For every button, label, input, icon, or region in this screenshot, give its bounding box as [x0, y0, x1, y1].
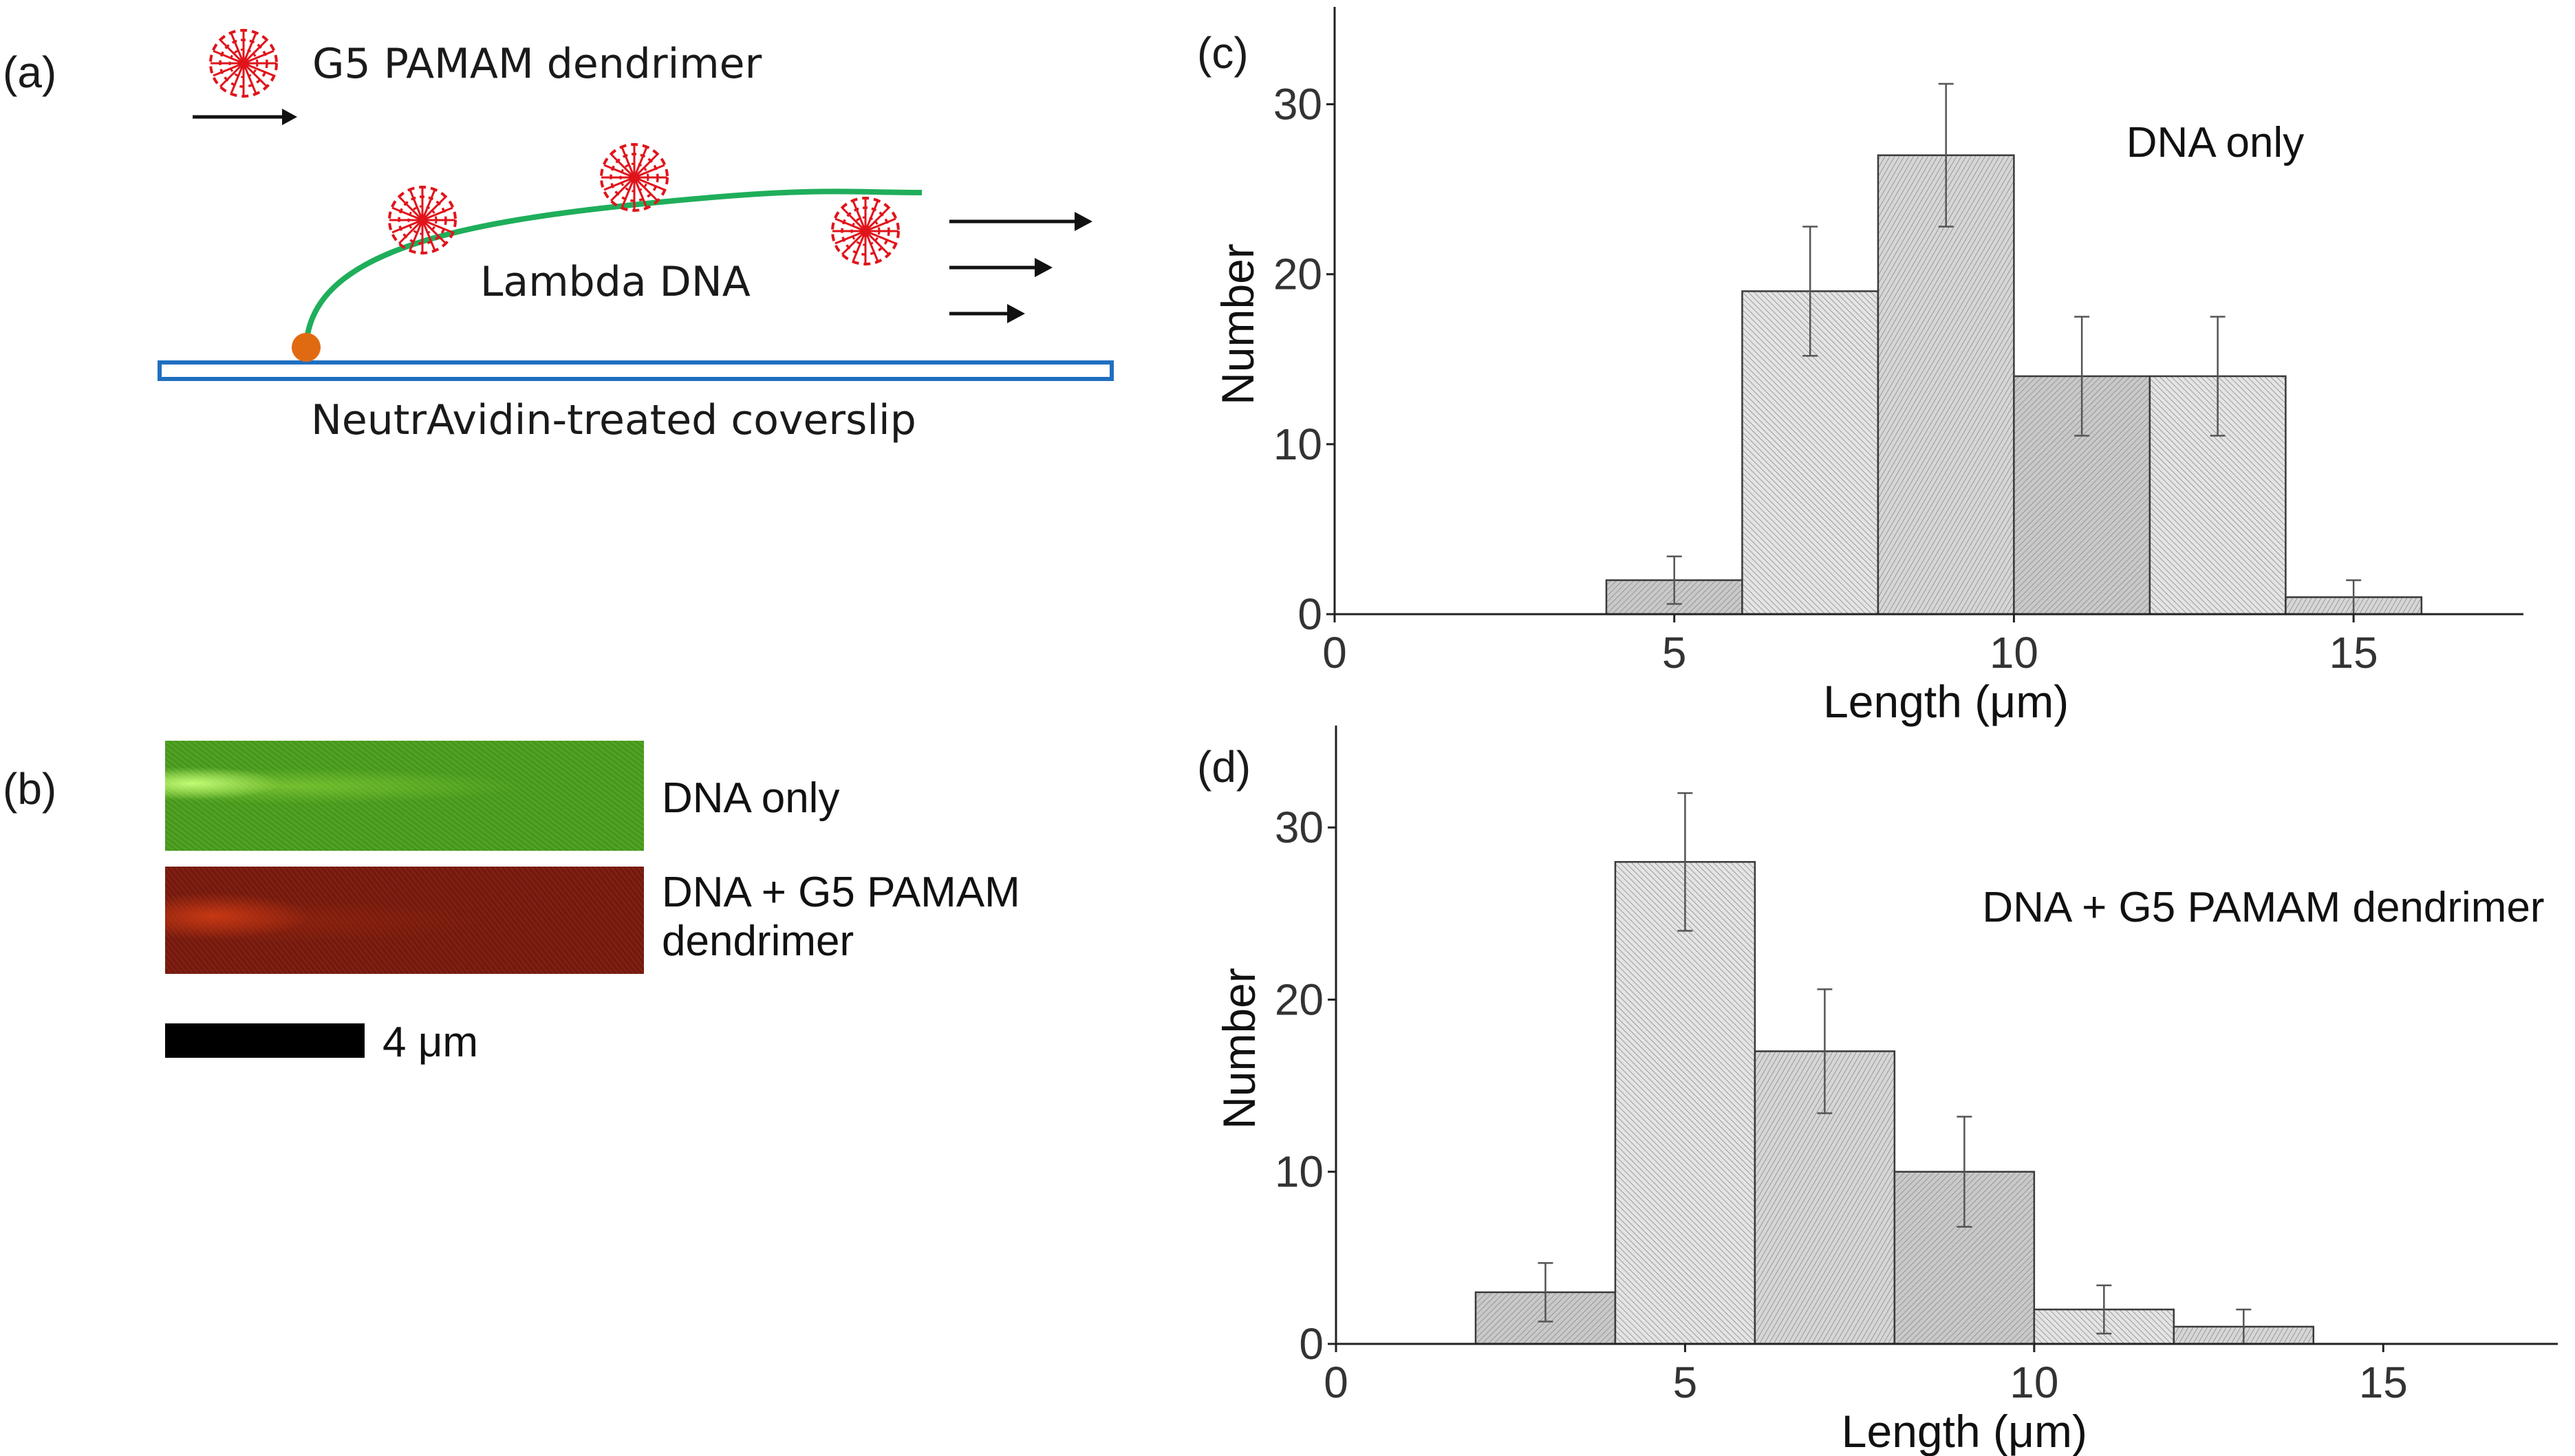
histogram-dna-dendrimer: 0 10 20 30 0 5 10 15 Length (μm) Number DNA + G5 P…: [1214, 726, 2558, 1456]
y-tick-label: 0: [1299, 1319, 1324, 1369]
x-tick-label: 5: [1673, 1358, 1698, 1407]
error-bar: [1666, 555, 1682, 605]
dna-only-image-label: DNA only: [662, 774, 840, 822]
x-tick-label: 10: [1990, 628, 2038, 677]
coverslip-label: NeutrAvidin-treated coverslip: [311, 396, 916, 444]
histogram-dna-only: 0 10 20 30 0 5 10 15 Length (μm) Number DNA only: [1212, 7, 2523, 727]
scale-bar-label: 4 μm: [383, 1019, 479, 1066]
histogram-bar: [1614, 860, 1756, 1345]
error-bar: [1538, 1262, 1553, 1323]
dna-dendrimer-image-label: DNA + G5 PAMAM dendrimer: [662, 869, 1020, 966]
coverslip-surface: [158, 360, 1114, 381]
x-tick-label: 0: [1324, 1358, 1348, 1407]
x-axis-title: Length (μm): [1823, 676, 2069, 727]
y-tick-label: 20: [1273, 250, 1322, 299]
schematic-diagram: [158, 29, 1114, 381]
x-tick-label: 15: [2359, 1358, 2408, 1407]
error-bar: [1817, 988, 1833, 1114]
lambda-dna-label: Lambda DNA: [480, 258, 751, 306]
panel-label-b: (b): [3, 764, 57, 814]
error-bar: [2074, 316, 2090, 437]
error-bar: [2096, 1284, 2112, 1335]
scale-bar: [165, 1023, 365, 1058]
y-tick-label: 10: [1275, 1147, 1324, 1197]
error-bar: [1802, 226, 1818, 357]
x-tick-label: 10: [2010, 1358, 2058, 1407]
y-tick-label: 20: [1275, 975, 1324, 1024]
dendrimer-label: G5 PAMAM dendrimer: [312, 40, 762, 88]
error-bar: [1957, 1116, 1972, 1228]
bound-dendrimer-icon: [600, 143, 669, 212]
panel-label-c: (c): [1197, 28, 1249, 78]
fluorescence-image-dna-only: [165, 741, 644, 851]
chart-annotation: DNA only: [2126, 119, 2304, 166]
x-tick-label: 15: [2329, 628, 2378, 677]
flow-arrow-legend: [193, 109, 297, 125]
y-tick-label: 0: [1297, 589, 1322, 639]
y-tick-label: 30: [1273, 80, 1322, 129]
x-tick-label: 5: [1662, 628, 1687, 677]
y-axis-title: Number: [1212, 243, 1263, 405]
error-bar: [2210, 316, 2226, 437]
chart-annotation: DNA + G5 PAMAM dendrimer: [1982, 884, 2544, 931]
bound-dendrimer-icon: [388, 186, 457, 254]
error-bar: [1677, 792, 1693, 932]
fluorescence-image-dna-dendrimer: [165, 867, 644, 974]
panel-label-a: (a): [3, 47, 57, 97]
lambda-dna-strand: [303, 188, 923, 348]
y-tick-label: 10: [1273, 420, 1322, 469]
x-axis-title: Length (μm): [1842, 1406, 2087, 1456]
error-bar: [1938, 83, 1954, 228]
x-tick-label: 0: [1322, 628, 1347, 677]
dendrimer-legend-icon: [209, 29, 278, 98]
y-tick-label: 30: [1275, 803, 1324, 852]
biotin-anchor-icon: [292, 333, 321, 362]
bound-dendrimer-icon: [831, 197, 900, 265]
histogram-bar: [1877, 154, 2015, 616]
y-axis-title: Number: [1214, 968, 1264, 1129]
panel-label-d: (d): [1197, 742, 1251, 792]
flow-arrows: [949, 212, 1092, 323]
